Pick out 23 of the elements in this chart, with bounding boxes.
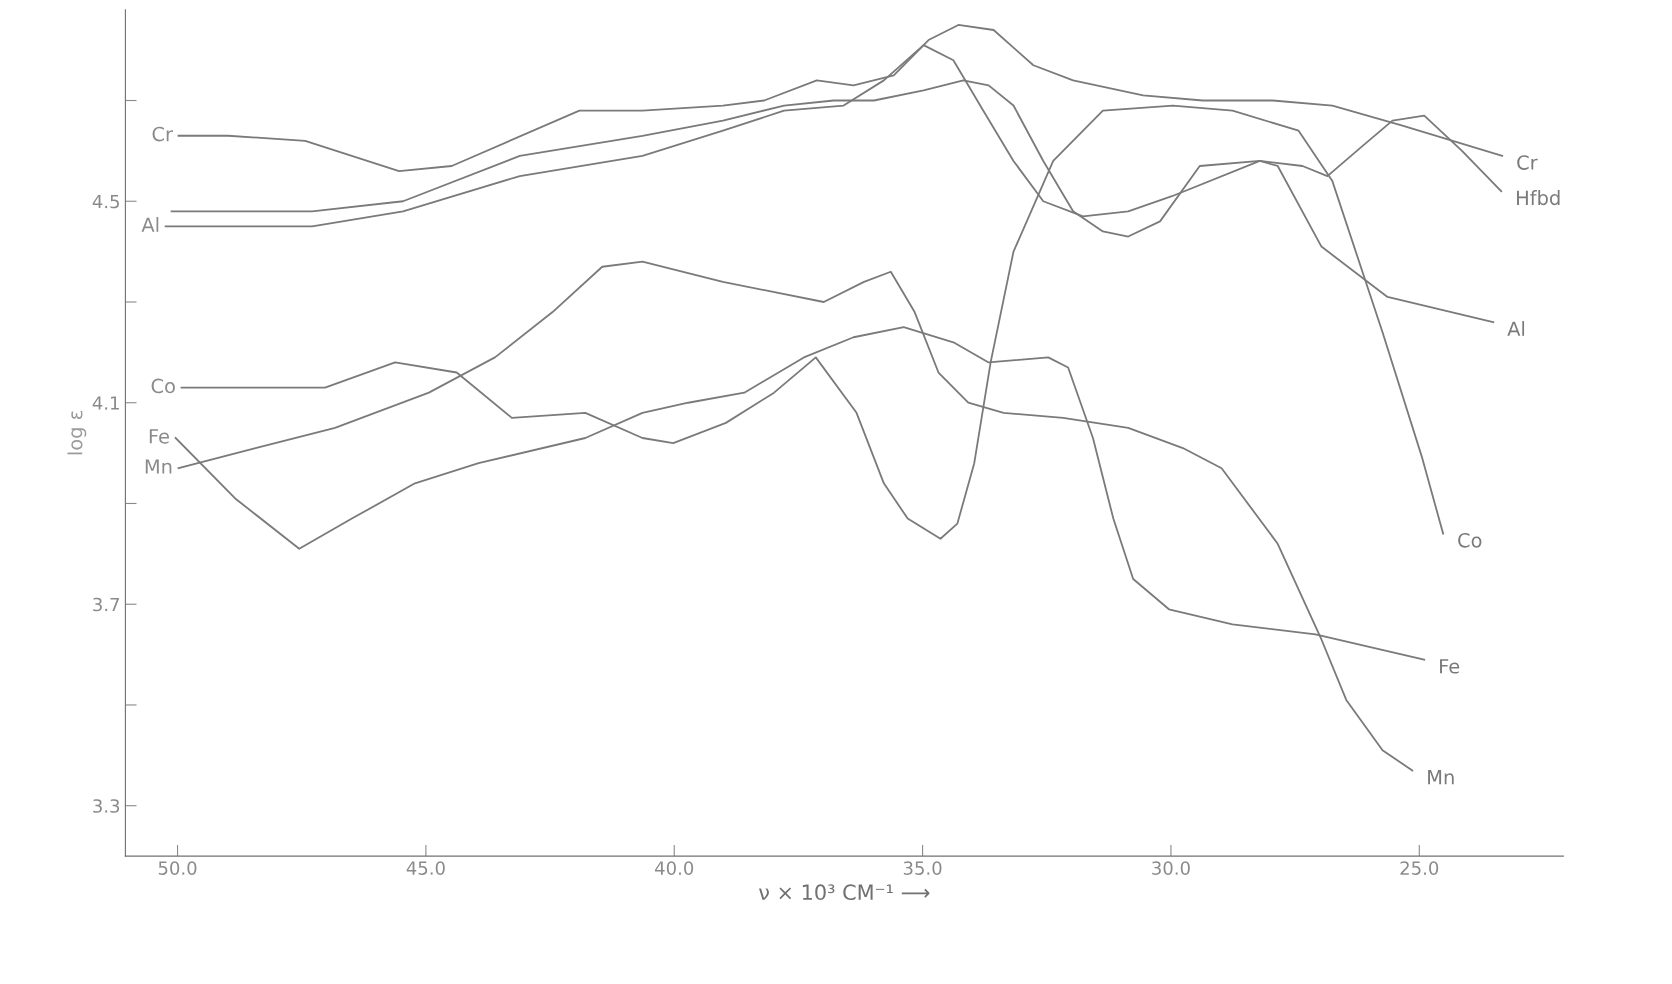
y-tick-label: 4.5 <box>92 194 119 209</box>
x-tick-label: 35.0 <box>903 861 942 875</box>
series-label: Cr <box>1517 155 1538 170</box>
series-label: Hfbd <box>1517 190 1560 206</box>
x-tick-label: 30.0 <box>1152 861 1190 875</box>
annotation: Al <box>141 217 159 232</box>
x-tick-label: 40.0 <box>655 861 694 875</box>
x-axis-title: ν × 10³ CM⁻¹ ⟶ <box>759 884 930 901</box>
x-tick-label: 45.0 <box>406 861 445 875</box>
y-tick-label: 4.1 <box>92 396 119 410</box>
x-tick-label: 50.0 <box>158 861 197 875</box>
y-tick-label: 3.7 <box>93 597 119 612</box>
series-label: Al <box>1507 321 1525 336</box>
annotation: Co <box>151 378 175 394</box>
series-label: Mn <box>1428 769 1454 785</box>
x-tick-label: 25.0 <box>1400 861 1439 875</box>
series-label: Fe <box>1440 659 1460 674</box>
y-axis-title: log ε <box>67 411 87 455</box>
annotation: Cr <box>152 126 173 142</box>
annotation: Mn <box>145 459 172 474</box>
annotation: Fe <box>149 429 169 444</box>
y-tick-label: 3.3 <box>93 799 120 813</box>
series-label: Co <box>1458 532 1482 548</box>
